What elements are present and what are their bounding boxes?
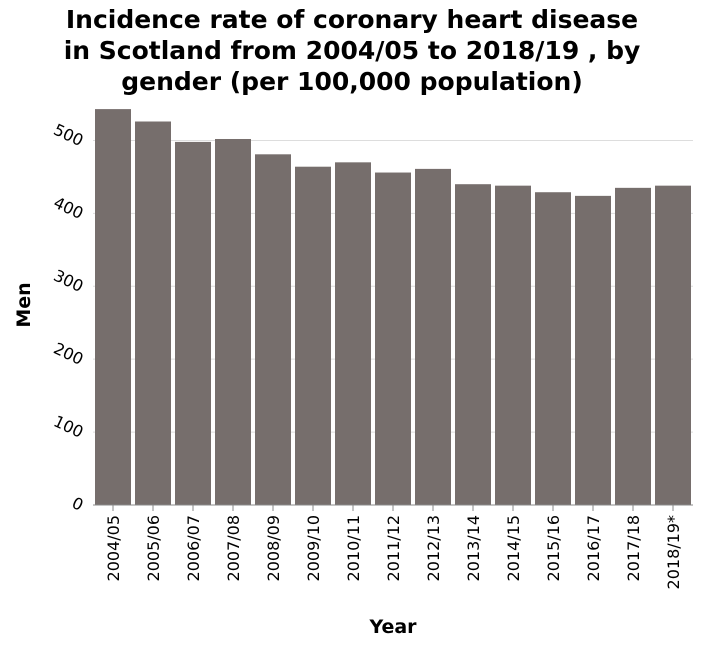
y-tick-labels: 0 100 200 300 400 500 (51, 120, 87, 515)
bar (575, 195, 611, 505)
x-tick-label: 2012/13 (424, 515, 443, 581)
bar (615, 187, 651, 505)
y-tick-label: 100 (51, 412, 87, 442)
x-tick-label: 2014/15 (504, 515, 523, 581)
x-tick-label: 2018/19* (664, 515, 683, 589)
y-tick-label: 200 (51, 339, 87, 369)
x-tick-label: 2015/16 (544, 515, 563, 581)
bar (215, 138, 251, 505)
x-tick-label: 2016/17 (584, 515, 603, 581)
x-tick-label: 2008/09 (264, 515, 283, 581)
bar (535, 192, 571, 505)
x-tick-label: 2005/06 (144, 515, 163, 581)
bar (415, 168, 451, 505)
bar (495, 185, 531, 505)
x-tick-label: 2013/14 (464, 515, 483, 581)
bars (95, 109, 691, 506)
x-tick-label: 2007/08 (224, 515, 243, 581)
bar (335, 162, 371, 505)
bar (95, 109, 131, 505)
y-tick-label: 0 (69, 493, 86, 515)
bar (455, 184, 491, 505)
bar (655, 185, 691, 505)
x-tick-labels: 2004/05 2005/06 2006/07 2007/08 2008/09 2009/… (104, 515, 683, 589)
y-axis-title: Men (13, 282, 35, 327)
x-tick-label: 2006/07 (184, 515, 203, 581)
x-tick-label: 2010/11 (344, 515, 363, 581)
x-tick-label: 2009/10 (304, 515, 323, 581)
x-axis-title: Year (368, 616, 417, 638)
chart-title: Incidence rate of coronary heart disease… (63, 5, 641, 96)
bar (175, 141, 211, 505)
x-tick-label: 2004/05 (104, 515, 123, 581)
bar (295, 166, 331, 505)
bar (375, 172, 411, 505)
x-tick-label: 2017/18 (624, 515, 643, 581)
x-tick-marks (112, 505, 674, 511)
y-tick-label: 400 (51, 193, 87, 223)
x-tick-label: 2011/12 (384, 515, 403, 581)
bar (135, 121, 171, 506)
bar (255, 154, 291, 506)
y-tick-label: 500 (51, 120, 87, 150)
y-tick-label: 300 (51, 266, 87, 296)
